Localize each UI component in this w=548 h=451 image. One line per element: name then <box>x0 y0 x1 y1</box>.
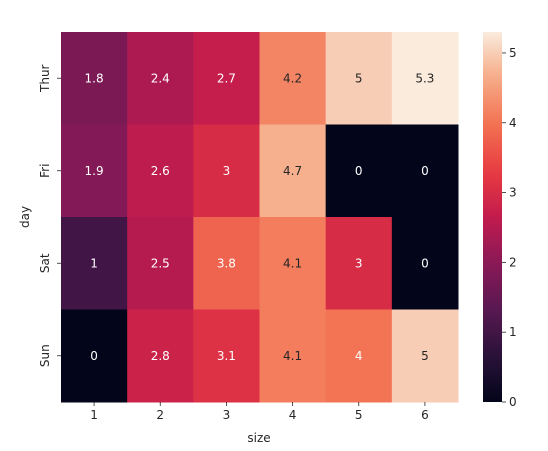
heatmap-cell <box>259 32 327 125</box>
colorbar-tick-label: 2 <box>509 255 517 269</box>
heatmap-cell <box>391 124 459 218</box>
colorbar-tick-label: 3 <box>509 186 517 200</box>
heatmap-cell <box>61 124 128 218</box>
cell-value-label: 3.1 <box>217 349 236 363</box>
y-axis: Thur Fri Sat Sun <box>38 64 61 367</box>
x-tick-label: 2 <box>156 408 164 422</box>
colorbar-tick-label: 0 <box>509 395 517 409</box>
cell-value-label: 1 <box>90 256 98 270</box>
cell-value-label: 0 <box>90 349 98 363</box>
cell-value-label: 2.6 <box>151 164 170 178</box>
cell-value-label: 2.7 <box>217 71 236 85</box>
cell-value-label: 3 <box>355 256 363 270</box>
heatmap-cell <box>61 309 128 403</box>
y-tick-label: Sat <box>38 253 52 273</box>
cell-value-label: 2.5 <box>151 256 170 270</box>
heatmap-cell <box>259 124 327 218</box>
x-tick-label: 3 <box>223 408 231 422</box>
heatmap-cell <box>127 32 194 125</box>
heatmap-cell <box>193 124 260 218</box>
y-axis-label: day <box>18 206 32 228</box>
cell-value-label: 3.8 <box>217 256 236 270</box>
cell-value-label: 5 <box>421 349 429 363</box>
heatmap-cell <box>259 309 327 403</box>
heatmap-cell <box>325 217 393 310</box>
cell-value-label: 4.1 <box>283 349 302 363</box>
cell-value-label: 4 <box>355 349 363 363</box>
y-tick-label: Thur <box>38 64 52 93</box>
colorbar-tick-label: 5 <box>509 46 517 60</box>
heatmap-cell <box>391 217 459 310</box>
heatmap-cell <box>391 309 459 403</box>
x-axis-label: size <box>247 431 270 445</box>
colorbar-gradient <box>483 32 502 402</box>
cell-value-label: 0 <box>421 164 429 178</box>
cell-value-label: 3 <box>223 164 231 178</box>
heatmap-cell <box>325 124 393 218</box>
x-tick-label: 1 <box>90 408 98 422</box>
cell-value-label: 0 <box>421 256 429 270</box>
heatmap-cell <box>61 32 128 125</box>
heatmap-cell <box>391 32 459 125</box>
y-tick-label: Sun <box>38 344 52 367</box>
cell-value-label: 5 <box>355 71 363 85</box>
y-tick-label: Fri <box>38 164 52 178</box>
heatmap-cell <box>127 309 194 403</box>
colorbar: 0 1 2 3 4 5 <box>483 32 517 409</box>
heatmap-cell <box>325 309 393 403</box>
heatmap-cell <box>259 217 327 310</box>
cell-value-label: 2.8 <box>151 349 170 363</box>
heatmap-cell <box>61 217 128 310</box>
heatmap-cell <box>127 124 194 218</box>
cell-value-label: 1.9 <box>85 164 104 178</box>
heatmap-cells <box>61 32 459 403</box>
cell-value-label: 4.7 <box>283 164 302 178</box>
x-tick-label: 5 <box>355 408 363 422</box>
heatmap-cell <box>193 217 260 310</box>
cell-value-labels: 1.8 2.4 2.7 4.2 5 5.3 1.9 2.6 3 4.7 0 0 1 2.5 3.8 4.1 3 0… <box>85 71 435 363</box>
colorbar-tick-label: 1 <box>509 325 517 339</box>
x-tick-label: 4 <box>289 408 297 422</box>
cell-value-label: 2.4 <box>151 71 170 85</box>
x-tick-label: 6 <box>421 408 429 422</box>
cell-value-label: 1.8 <box>85 71 104 85</box>
cell-value-label: 4.2 <box>283 71 302 85</box>
heatmap-cell <box>193 32 260 125</box>
cell-value-label: 4.1 <box>283 256 302 270</box>
cell-value-label: 5.3 <box>415 71 434 85</box>
cell-value-label: 0 <box>355 164 363 178</box>
heatmap-cell <box>127 217 194 310</box>
colorbar-tick-label: 4 <box>509 116 517 130</box>
x-axis: 1 2 3 4 5 6 <box>90 402 429 422</box>
heatmap-cell <box>325 32 393 125</box>
heatmap-cell <box>193 309 260 403</box>
